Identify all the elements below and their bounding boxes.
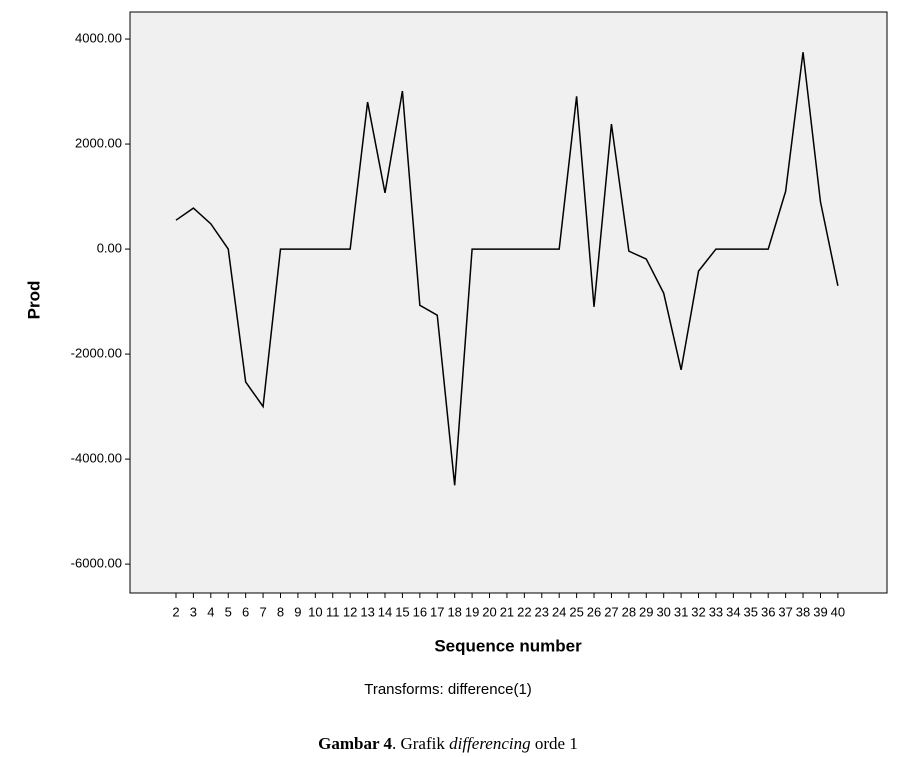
y-tick-label: 2000.00 [75, 135, 122, 150]
note: Transforms: difference(1) [364, 681, 532, 698]
x-tick-label: 11 [326, 604, 340, 619]
x-tick-label: 23 [535, 604, 549, 619]
x-tick-label: 20 [482, 604, 496, 619]
y-tick-label: 0.00 [97, 241, 122, 256]
x-tick-label: 7 [259, 604, 266, 619]
caption-term: differencing [449, 734, 531, 753]
caption-label: Gambar 4 [318, 734, 392, 753]
y-axis-title: Prod [24, 281, 43, 320]
x-tick-label: 34 [726, 604, 740, 619]
y-tick-label: -6000.00 [71, 556, 122, 571]
plot-area [129, 11, 888, 594]
x-tick-label: 29 [639, 604, 653, 619]
x-tick-label: 26 [587, 604, 601, 619]
y-tick-label: 4000.00 [75, 30, 122, 45]
x-tick-label: 33 [709, 604, 723, 619]
x-tick-label: 22 [517, 604, 531, 619]
x-tick-label: 9 [294, 604, 301, 619]
x-tick-label: 3 [190, 604, 197, 619]
x-tick-label: 30 [656, 604, 670, 619]
x-tick-label: 31 [674, 604, 688, 619]
caption: Gambar 4. Grafik differencing orde 1 [318, 734, 578, 753]
x-tick-label: 15 [395, 604, 409, 619]
x-tick-label: 13 [360, 604, 374, 619]
x-tick-label: 24 [552, 604, 566, 619]
x-tick-label: 14 [378, 604, 392, 619]
x-tick-label: 8 [277, 604, 284, 619]
x-tick-label: 25 [569, 604, 583, 619]
caption-text: . Grafik [392, 734, 445, 753]
x-tick-label: 40 [831, 604, 845, 619]
y-tick-label: -4000.00 [71, 451, 122, 466]
x-tick-label: 5 [225, 604, 232, 619]
x-tick-label: 19 [465, 604, 479, 619]
x-tick-label: 28 [622, 604, 636, 619]
x-tick-label: 36 [761, 604, 775, 619]
x-tick-label: 17 [430, 604, 444, 619]
x-tick-label: 32 [691, 604, 705, 619]
x-tick-label: 38 [796, 604, 810, 619]
x-tick-label: 27 [604, 604, 618, 619]
x-tick-label: 10 [308, 604, 322, 619]
x-axis-title: Sequence number [434, 636, 582, 655]
x-tick-label: 2 [172, 604, 179, 619]
x-tick-label: 35 [744, 604, 758, 619]
line [175, 52, 839, 486]
x-tick-label: 21 [500, 604, 514, 619]
caption-suffix: orde 1 [535, 734, 578, 753]
x-tick-label: 6 [242, 604, 249, 619]
x-tick-label: 39 [813, 604, 827, 619]
x-tick-label: 37 [778, 604, 792, 619]
y-tick-label: -2000.00 [71, 346, 122, 361]
x-tick-label: 4 [207, 604, 214, 619]
x-tick-label: 12 [343, 604, 357, 619]
x-tick-label: 16 [413, 604, 427, 619]
x-tick-label: 18 [447, 604, 461, 619]
